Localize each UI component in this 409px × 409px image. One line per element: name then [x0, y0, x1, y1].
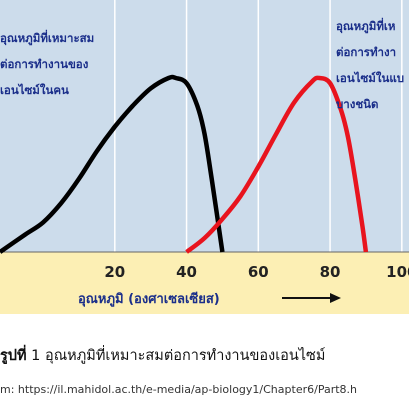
x-tick-label: 80	[320, 263, 341, 281]
x-tick-label: 20	[104, 263, 125, 281]
source-credit: m: https://il.mahidol.ac.th/e-media/ap-b…	[0, 383, 357, 396]
annotation-bacteria-line-2: ต่อการทำงา	[336, 45, 396, 59]
bacteria-enzyme-curve	[185, 75, 369, 254]
annotation-bacteria-line-4: บางชนิด	[336, 97, 379, 111]
series-layer	[0, 74, 369, 254]
x-axis-band	[0, 252, 409, 314]
annotation-bacteria-line-1: อุณหภูมิที่เห	[336, 17, 395, 34]
annotation-human-line-1: อุณหภูมิที่เหมาะสม	[0, 29, 94, 46]
x-axis-label: อุณหภูมิ (องศาเซลเซียส)	[78, 291, 220, 307]
figure-caption-text: อุณหภูมิที่เหมาะสมต่อการทำงานของเอนไซม์	[45, 348, 326, 364]
x-tick-label: 100	[386, 263, 409, 281]
x-axis-arrow	[282, 293, 341, 303]
x-tick-label: 40	[176, 263, 197, 281]
figure-label: รูปที่	[0, 348, 27, 364]
tick-labels: 20 40 60 80 100	[104, 263, 409, 281]
x-tick-label: 60	[248, 263, 269, 281]
human-enzyme-curve	[0, 74, 225, 254]
annotation-human-line-3: เอนไซม์ในคน	[0, 83, 69, 97]
annotation-bacteria-line-3: เอนไซม์ในแบ	[336, 71, 404, 85]
figure-number: 1	[31, 348, 41, 364]
annotation-human-line-2: ต่อการทำงานของ	[0, 57, 89, 71]
figure-caption: รูปที่ 1 อุณหภูมิที่เหมาะสมต่อการทำงานขอ…	[0, 344, 409, 367]
